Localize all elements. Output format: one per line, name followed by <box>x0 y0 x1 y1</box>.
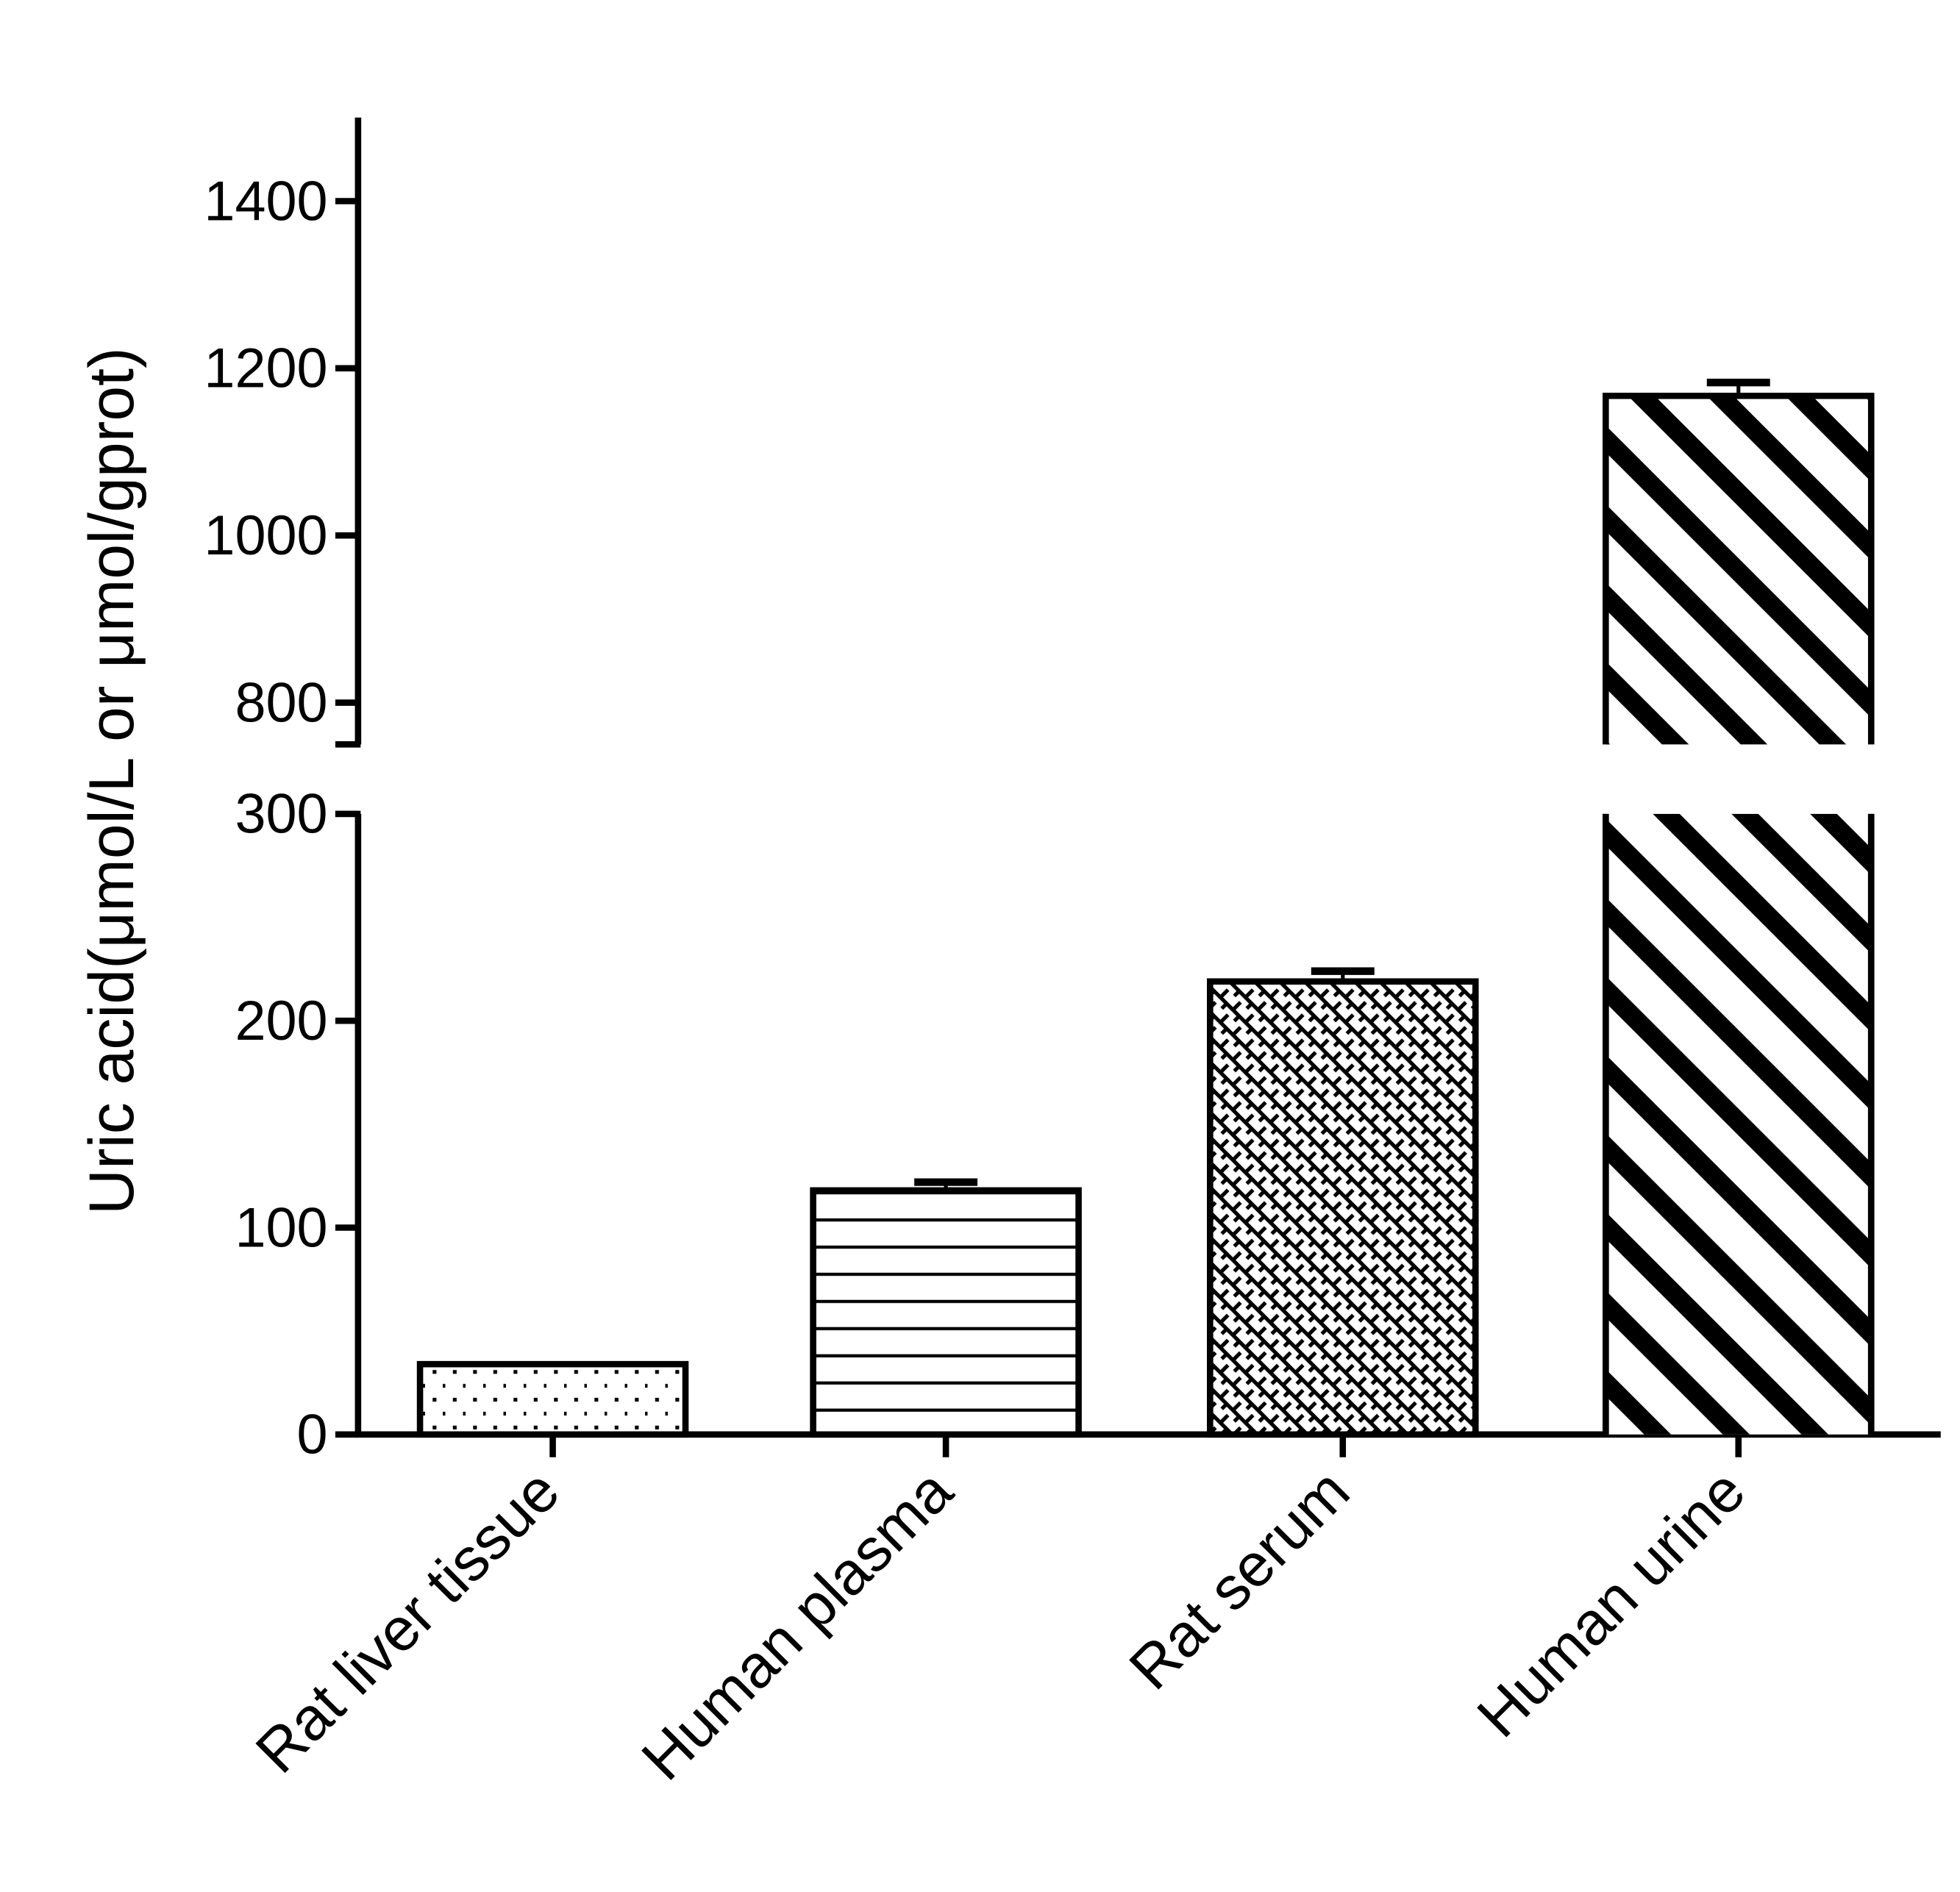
y-tick-label: 1200 <box>204 338 327 400</box>
y-tick-label: 1400 <box>204 171 327 232</box>
y-tick-label: 1000 <box>204 505 327 567</box>
x-tick-label: Human urine <box>1464 1457 1758 1750</box>
y-axis-label: Uric acid(μmol/L or μmol/gprot) <box>76 347 147 1215</box>
x-tick-label: Rat liver tissue <box>243 1457 572 1786</box>
y-tick-label: 800 <box>235 672 327 734</box>
y-tick-label: 200 <box>235 990 327 1052</box>
bar-lower <box>1606 813 1872 1435</box>
y-tick-label: 100 <box>235 1197 327 1259</box>
bar-lower-outline <box>1602 813 1875 1435</box>
x-tick-label: Human plasma <box>629 1457 965 1793</box>
bar-upper <box>1606 396 1872 745</box>
y-tick-label: 300 <box>235 784 327 846</box>
bar <box>1207 978 1479 1438</box>
bar <box>416 1360 689 1438</box>
y-tick-label: 0 <box>297 1404 328 1466</box>
bar <box>810 1187 1082 1438</box>
x-tick-label: Rat serum <box>1116 1457 1362 1702</box>
